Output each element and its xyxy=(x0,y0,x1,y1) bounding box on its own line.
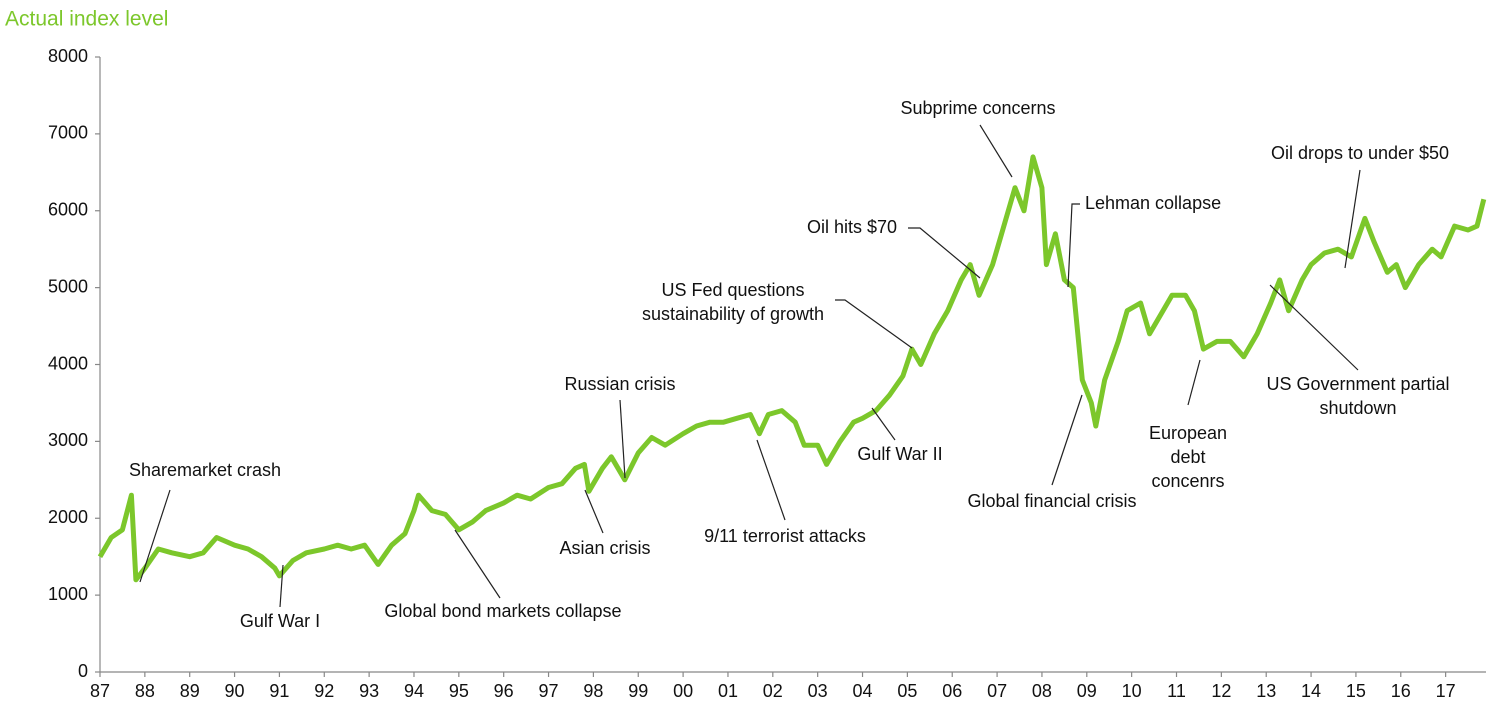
annotation-leader xyxy=(584,489,604,534)
y-tick-label: 6000 xyxy=(48,200,88,220)
annotation-leader xyxy=(871,407,896,441)
x-tick-label: 09 xyxy=(1077,681,1097,701)
annotation: 9/11 terrorist attacks xyxy=(704,526,866,546)
x-tick-label: 11 xyxy=(1167,681,1186,701)
annotation: Gulf War II xyxy=(857,444,942,464)
annotation: Sharemarket crash xyxy=(129,460,281,480)
annotation-leader xyxy=(619,399,626,479)
x-tick-label: 89 xyxy=(180,681,200,701)
x-tick-label: 99 xyxy=(628,681,648,701)
annotation: Oil drops to under $50 xyxy=(1271,143,1449,163)
annotation-leader xyxy=(1187,359,1201,406)
x-tick-label: 14 xyxy=(1301,681,1321,701)
x-tick-label: 96 xyxy=(494,681,514,701)
y-tick-label: 8000 xyxy=(48,46,88,66)
y-tick-label: 0 xyxy=(78,661,88,681)
x-tick-label: 04 xyxy=(853,681,873,701)
x-tick-label: 08 xyxy=(1032,681,1052,701)
annotation-leader xyxy=(1051,394,1083,486)
annotation-leader xyxy=(139,489,171,583)
annotation: Russian crisis xyxy=(564,374,675,394)
annotation: sustainability of growth xyxy=(642,304,824,324)
chart-title: Actual index level xyxy=(5,8,168,31)
x-tick-label: 12 xyxy=(1211,681,1231,701)
annotation-leader xyxy=(1067,203,1080,288)
annotation: European xyxy=(1149,423,1227,443)
x-tick-label: 95 xyxy=(449,681,469,701)
y-tick-label: 3000 xyxy=(48,430,88,450)
y-tick-label: 4000 xyxy=(48,353,88,373)
annotation: Gulf War I xyxy=(240,611,320,631)
annotation: Global bond markets collapse xyxy=(384,601,621,621)
x-tick-label: 06 xyxy=(942,681,962,701)
annotation-leader xyxy=(979,124,1013,178)
y-tick-label: 7000 xyxy=(48,123,88,143)
annotation-leader xyxy=(835,299,913,349)
x-tick-label: 87 xyxy=(90,681,110,701)
x-tick-label: 93 xyxy=(359,681,379,701)
x-tick-label: 17 xyxy=(1436,681,1456,701)
x-tick-label: 03 xyxy=(808,681,828,701)
y-tick-label: 5000 xyxy=(48,276,88,296)
x-tick-label: 16 xyxy=(1391,681,1411,701)
annotation: US Government partial xyxy=(1266,374,1449,394)
x-tick-label: 10 xyxy=(1122,681,1142,701)
annotation: concenrs xyxy=(1151,471,1224,491)
annotation-leader xyxy=(1269,284,1359,371)
annotation-leader xyxy=(1344,169,1361,269)
x-tick-label: 97 xyxy=(539,681,559,701)
annotation-leader xyxy=(279,564,284,608)
annotation-leader xyxy=(454,529,501,599)
annotation: Subprime concerns xyxy=(900,98,1055,118)
annotation: Asian crisis xyxy=(559,538,650,558)
annotation: Lehman collapse xyxy=(1085,193,1221,213)
x-tick-label: 91 xyxy=(269,681,289,701)
x-tick-label: 01 xyxy=(718,681,738,701)
x-tick-label: 15 xyxy=(1346,681,1366,701)
x-tick-label: 94 xyxy=(404,681,424,701)
y-tick-label: 1000 xyxy=(48,584,88,604)
annotation-leader xyxy=(756,439,786,521)
y-tick-label: 2000 xyxy=(48,507,88,527)
annotation: US Fed questions xyxy=(661,280,804,300)
annotation-leader xyxy=(908,227,981,279)
annotation: debt xyxy=(1170,447,1205,467)
annotation: Global financial crisis xyxy=(967,491,1136,511)
x-tick-label: 07 xyxy=(987,681,1007,701)
x-tick-label: 98 xyxy=(583,681,603,701)
x-tick-label: 02 xyxy=(763,681,783,701)
x-tick-label: 00 xyxy=(673,681,693,701)
data-line xyxy=(97,154,1487,583)
annotation: shutdown xyxy=(1319,398,1396,418)
annotation: Oil hits $70 xyxy=(807,217,897,237)
x-tick-label: 88 xyxy=(135,681,155,701)
x-tick-label: 13 xyxy=(1256,681,1276,701)
x-tick-label: 90 xyxy=(225,681,245,701)
x-tick-label: 92 xyxy=(314,681,334,701)
x-tick-label: 05 xyxy=(897,681,917,701)
